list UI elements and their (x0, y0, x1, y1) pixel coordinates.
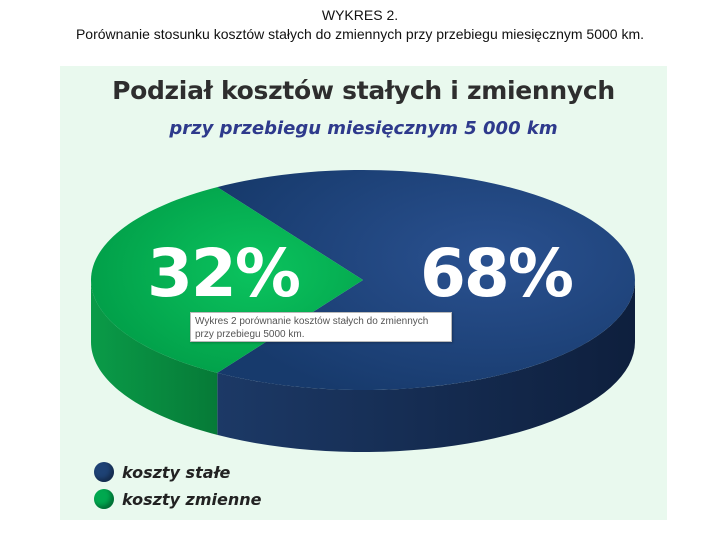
legend-swatch-koszty-zmienne (94, 489, 114, 509)
figure-caption-number: WYKRES 2. (321, 7, 399, 23)
chart-panel: Podział kosztów stałych i zmiennych przy… (60, 66, 667, 520)
pie-chart: 32% 68% (90, 169, 635, 452)
figure-caption-text: Porównanie stosunku kosztów stałych do z… (75, 26, 645, 42)
image-tooltip: Wykres 2 porównanie kosztów stałych do z… (190, 312, 452, 342)
tooltip-line-1: Wykres 2 porównanie kosztów stałych do z… (195, 316, 429, 327)
chart-subtitle: przy przebiegu miesięcznym 5 000 km (169, 118, 558, 139)
legend-swatch-koszty-stale (94, 462, 114, 482)
pie-slice-koszty-zmienne (90, 187, 364, 373)
legend-label-koszty-stale: koszty stałe (122, 462, 231, 482)
legend-item-koszty-zmienne: koszty zmienne (94, 488, 262, 510)
pie-side-koszty-stale (217, 280, 635, 452)
pie-side-koszty-zmienne (91, 280, 218, 435)
data-label-koszty-stale: 68% (420, 235, 573, 312)
legend-label-koszty-zmienne: koszty zmienne (122, 489, 262, 509)
tooltip-line-2: przy przebiegu 5000 km. (195, 329, 305, 340)
data-label-koszty-zmienne: 32% (147, 235, 300, 312)
legend-item-koszty-stale: koszty stałe (94, 461, 230, 483)
chart-title: Podział kosztów stałych i zmiennych (112, 76, 615, 105)
